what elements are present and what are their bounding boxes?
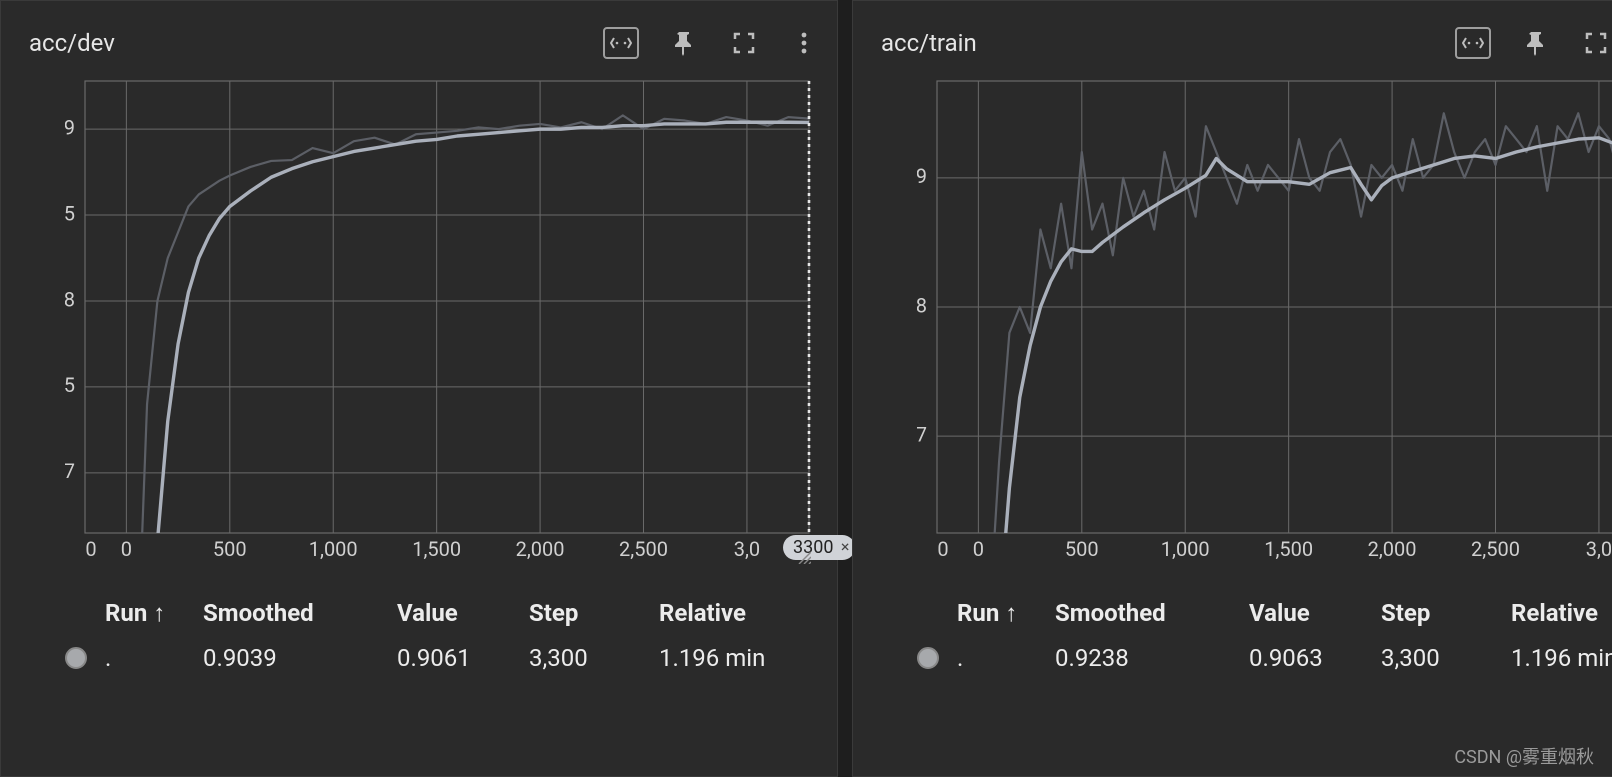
svg-text:0: 0: [937, 537, 948, 561]
pin-icon[interactable]: [669, 28, 699, 58]
col-smoothed-header[interactable]: Smoothed: [1055, 599, 1249, 628]
chart-area[interactable]: 0.7 0.75 0.8 0.85 0.9 0 500 1,000 1,500 2,000 2,50…: [65, 77, 815, 567]
svg-text:0: 0: [121, 537, 132, 561]
col-run-header[interactable]: Run ↑: [105, 599, 203, 628]
col-value-header[interactable]: Value: [1249, 599, 1381, 628]
raw-value: 0.9063: [1249, 644, 1381, 672]
svg-text:1,500: 1,500: [1264, 537, 1313, 561]
svg-text:500: 500: [1065, 537, 1099, 561]
svg-text:2,000: 2,000: [1368, 537, 1417, 561]
svg-text:0: 0: [973, 537, 984, 561]
col-step-header[interactable]: Step: [1381, 599, 1511, 628]
svg-text:0.85: 0.85: [65, 201, 75, 225]
run-name: .: [957, 644, 1055, 672]
svg-text:1,500: 1,500: [412, 537, 461, 561]
panel-actions: [1455, 27, 1612, 59]
chart-panel: acc/dev 0.7 0.75 0.8 0.85 0.9 0 500 1,000 1,500 2…: [0, 0, 838, 777]
svg-text:2,500: 2,500: [1471, 537, 1520, 561]
panel-actions: [603, 27, 819, 59]
relative-value: 1.196 min: [1511, 644, 1612, 672]
chart-area[interactable]: 0.70.80.905001,0001,5002,0002,5003,00 33…: [917, 77, 1612, 567]
svg-text:1,000: 1,000: [1161, 537, 1210, 561]
panel-header: acc/train: [881, 21, 1612, 65]
fullscreen-icon[interactable]: [729, 28, 759, 58]
col-relative-header[interactable]: Relative: [1511, 599, 1612, 628]
smoothed-value: 0.9039: [203, 644, 397, 672]
pin-icon[interactable]: [1521, 28, 1551, 58]
svg-text:2,500: 2,500: [619, 537, 668, 561]
run-swatch: [65, 647, 87, 669]
chart-svg-0: 0.7 0.75 0.8 0.85 0.9 0 500 1,000 1,500 2,000 2,50…: [65, 77, 815, 567]
col-smoothed-header[interactable]: Smoothed: [203, 599, 397, 628]
svg-text:0.8: 0.8: [917, 293, 927, 317]
raw-value: 0.9061: [397, 644, 529, 672]
more-icon[interactable]: [789, 28, 819, 58]
fullscreen-icon[interactable]: [1581, 28, 1611, 58]
legend-head: Run ↑ Smoothed Value Step Relative: [917, 599, 1612, 628]
cursor-step-badge[interactable]: 3300: [783, 535, 855, 560]
run-swatch: [917, 647, 939, 669]
svg-text:0.75: 0.75: [65, 373, 75, 397]
legend-row[interactable]: . 0.9238 0.9063 3,300 1.196 min: [917, 644, 1612, 672]
legend-table: Run ↑ Smoothed Value Step Relative . 0.9…: [65, 599, 819, 672]
fit-domain-icon[interactable]: [603, 27, 639, 59]
legend-head: Run ↑ Smoothed Value Step Relative: [65, 599, 819, 628]
svg-text:0.9: 0.9: [65, 115, 75, 139]
svg-text:0.8: 0.8: [65, 287, 75, 311]
chart-svg-1: 0.7 0.8 0.9 0 500 1,000 1,500 2,000 2,500 3,0 0: [917, 77, 1612, 567]
svg-text:0: 0: [85, 537, 96, 561]
svg-text:0.7: 0.7: [917, 422, 927, 446]
panel-title: acc/train: [881, 29, 977, 57]
step-value: 3,300: [1381, 644, 1511, 672]
run-name: .: [105, 644, 203, 672]
step-value: 3,300: [529, 644, 659, 672]
fit-domain-icon[interactable]: [1455, 27, 1491, 59]
col-step-header[interactable]: Step: [529, 599, 659, 628]
legend-row[interactable]: . 0.9039 0.9061 3,300 1.196 min: [65, 644, 819, 672]
svg-text:2,000: 2,000: [516, 537, 565, 561]
relative-value: 1.196 min: [659, 644, 819, 672]
chart-panel: acc/train 0.7 0.8 0.9 0 500 1,000 1,500 2,000 2,…: [852, 0, 1612, 777]
legend-table: Run ↑ Smoothed Value Step Relative . 0.9…: [917, 599, 1612, 672]
col-value-header[interactable]: Value: [397, 599, 529, 628]
resize-handle-icon[interactable]: [797, 549, 811, 563]
panel-header: acc/dev: [29, 21, 819, 65]
col-relative-header[interactable]: Relative: [659, 599, 819, 628]
panel-title: acc/dev: [29, 29, 115, 57]
smoothed-value: 0.9238: [1055, 644, 1249, 672]
svg-text:0.9: 0.9: [917, 164, 927, 188]
svg-text:0.7: 0.7: [65, 459, 75, 483]
svg-text:1,000: 1,000: [309, 537, 358, 561]
svg-text:3,0: 3,0: [734, 537, 760, 561]
col-run-header[interactable]: Run ↑: [957, 599, 1055, 628]
svg-text:3,0: 3,0: [1586, 537, 1612, 561]
watermark: CSDN @雾重烟秋: [1454, 743, 1594, 769]
svg-text:500: 500: [213, 537, 247, 561]
